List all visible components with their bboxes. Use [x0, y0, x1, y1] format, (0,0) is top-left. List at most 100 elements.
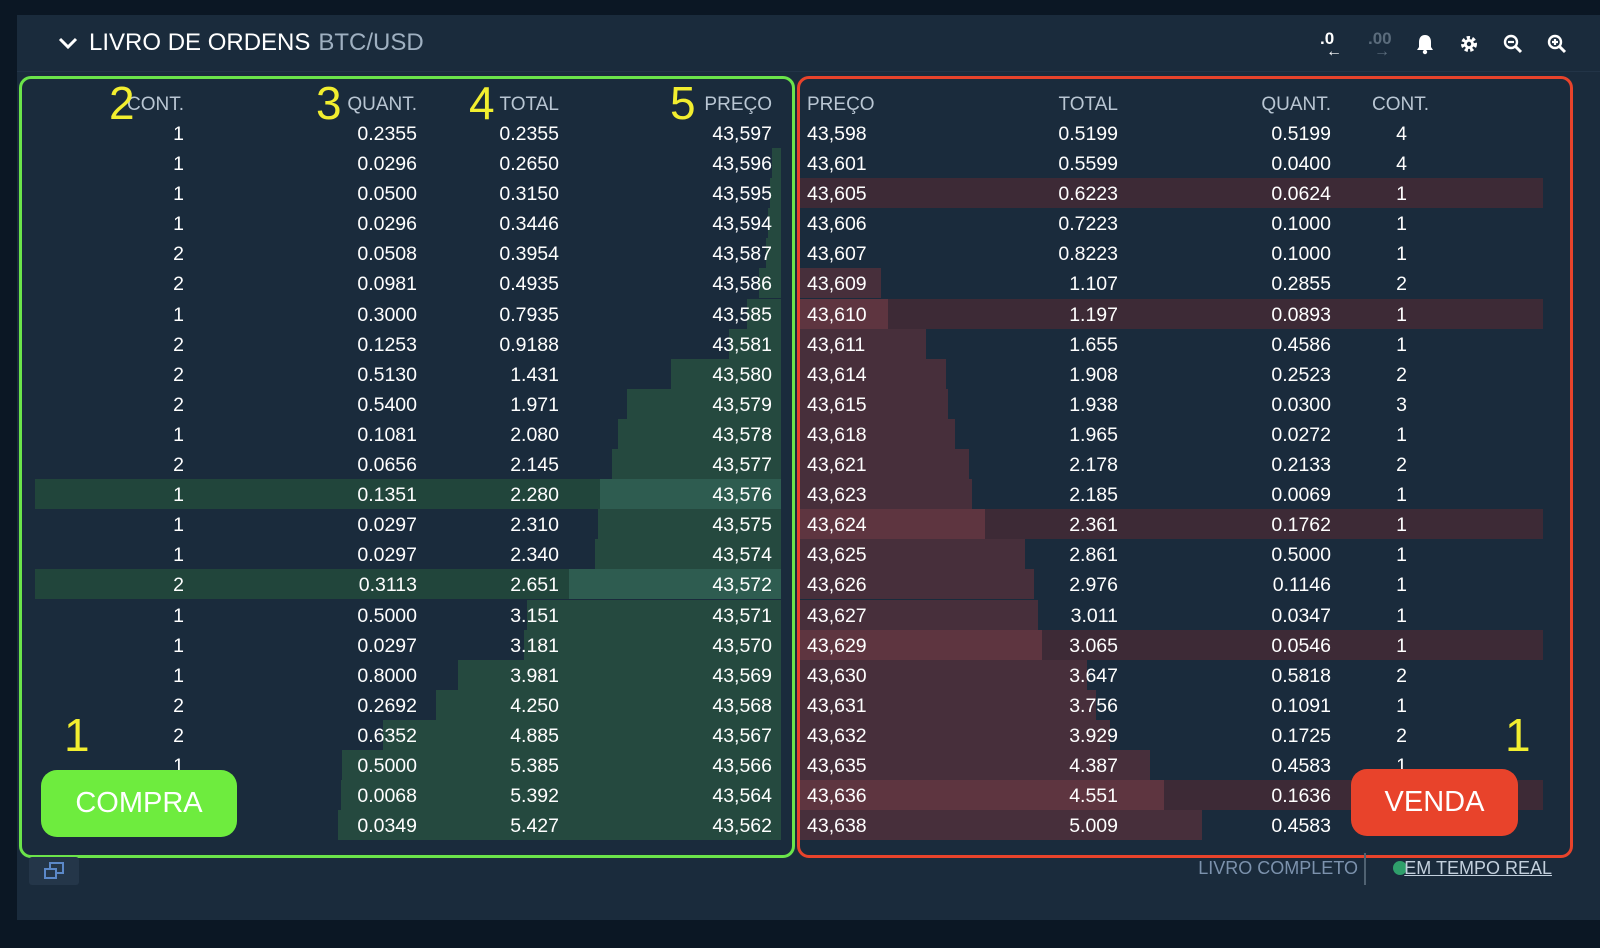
bid-row[interactable]: 2 0.6352 4.885 43,567	[35, 719, 781, 750]
bid-amount: 0.5000	[357, 604, 417, 627]
buy-button[interactable]: COMPRA	[41, 770, 237, 837]
ask-depth-bar	[799, 569, 1034, 600]
ask-depth-bar	[799, 479, 972, 510]
bell-icon[interactable]	[1412, 30, 1438, 58]
bid-row[interactable]: 2 0.2692 4.250 43,568	[35, 689, 781, 720]
bid-row[interactable]: 1 0.2355 0.2355 43,597	[35, 118, 781, 148]
bid-row[interactable]: 1 0.0297 2.340 43,574	[35, 539, 781, 570]
ask-price: 43,624	[807, 514, 867, 537]
asks-price-header[interactable]: PREÇO	[807, 94, 875, 115]
ask-row[interactable]: 43,606 0.7223 0.1000 1	[799, 208, 1543, 238]
ask-total: 0.6223	[1058, 183, 1118, 206]
popout-window-icon[interactable]	[29, 857, 79, 885]
bids-total-header[interactable]: TOTAL	[499, 94, 559, 115]
bid-depth-bar	[341, 780, 781, 811]
ask-row[interactable]: 43,627 3.011 0.0347 1	[799, 599, 1543, 630]
ask-row[interactable]: 43,635 4.387 0.4583 1	[799, 749, 1543, 780]
bid-total: 0.2650	[499, 153, 559, 176]
ask-count: 3	[1396, 393, 1407, 416]
bids-price-header[interactable]: PREÇO	[704, 94, 772, 115]
annotation-price-column: 5	[670, 77, 696, 129]
bid-row[interactable]: 1 0.0296 0.3446 43,594	[35, 208, 781, 239]
bid-price: 43,596	[712, 153, 772, 176]
bid-row[interactable]: 1 0.0500 0.3150 43,595	[35, 178, 781, 209]
ask-row[interactable]: 43,611 1.655 0.4586 1	[799, 328, 1543, 359]
bid-row[interactable]: 2 0.0981 0.4935 43,586	[35, 268, 781, 299]
chevron-down-icon[interactable]	[57, 32, 79, 54]
bid-amount: 0.1351	[357, 484, 417, 507]
ask-amount: 0.0400	[1271, 153, 1331, 176]
ask-row[interactable]: 43,638 5.009 0.4583	[799, 810, 1543, 841]
bids-table: CONT. QUANT. TOTAL PREÇO 1 0.2355 0.2355 43…	[35, 80, 781, 841]
bid-row[interactable]: 1 0.8000 3.981 43,569	[35, 659, 781, 690]
bids-count-header[interactable]: CONT.	[127, 94, 184, 115]
bid-row[interactable]: 2 0.0656 2.145 43,577	[35, 449, 781, 480]
bid-row[interactable]: 1 0.0296 0.2650 43,596	[35, 148, 781, 179]
bid-count: 2	[173, 363, 184, 386]
ask-price: 43,632	[807, 724, 867, 747]
ask-price: 43,627	[807, 604, 867, 627]
bid-price: 43,572	[712, 574, 772, 597]
ask-amount: 0.4583	[1271, 754, 1331, 777]
bid-row[interactable]: 1 0.5000 5.385 43,566	[35, 749, 781, 780]
ask-row[interactable]: 43,614 1.908 0.2523 2	[799, 358, 1543, 389]
ask-row-highlight	[799, 298, 1543, 329]
ask-row[interactable]: 43,605 0.6223 0.0624 1	[799, 178, 1543, 209]
bid-row[interactable]: 1 0.3000 0.7935 43,585	[35, 298, 781, 329]
bid-row[interactable]: 0.0068 5.392 43,564	[35, 780, 781, 811]
ask-amount: 0.0347	[1271, 604, 1331, 627]
ask-row[interactable]: 43,621 2.178 0.2133 2	[799, 449, 1543, 480]
ask-price: 43,618	[807, 423, 867, 446]
ask-row[interactable]: 43,610 1.197 0.0893 1	[799, 298, 1543, 329]
bid-row[interactable]: 1 0.1351 2.280 43,576	[35, 479, 781, 510]
bid-row[interactable]: 0.0349 5.427 43,562	[35, 810, 781, 841]
ask-depth-bar	[799, 388, 948, 419]
bid-row[interactable]: 2 0.1253 0.9188 43,581	[35, 328, 781, 359]
sell-button[interactable]: VENDA	[1351, 769, 1518, 836]
order-book-title[interactable]: LIVRO DE ORDENS BTC/USD	[57, 29, 424, 57]
bids-amount-header[interactable]: QUANT.	[347, 94, 417, 115]
bid-price: 43,574	[712, 544, 772, 567]
bid-total: 3.151	[510, 604, 559, 627]
ask-price: 43,625	[807, 544, 867, 567]
asks-total-header[interactable]: TOTAL	[1058, 94, 1118, 115]
ask-row[interactable]: 43,601 0.5599 0.0400 4	[799, 148, 1543, 178]
ask-row[interactable]: 43,623 2.185 0.0069 1	[799, 479, 1543, 510]
ask-amount: 0.0300	[1271, 393, 1331, 416]
bid-row[interactable]: 1 0.1081 2.080 43,578	[35, 418, 781, 449]
bid-row[interactable]: 2 0.5400 1.971 43,579	[35, 388, 781, 419]
ask-row[interactable]: 43,631 3.756 0.1091 1	[799, 689, 1543, 720]
ask-row[interactable]: 43,632 3.929 0.1725 2	[799, 719, 1543, 750]
realtime-link[interactable]: EM TEMPO REAL	[1404, 858, 1552, 878]
asks-amount-header[interactable]: QUANT.	[1261, 94, 1331, 115]
ask-total: 0.7223	[1058, 213, 1118, 236]
bid-row[interactable]: 2 0.5130 1.431 43,580	[35, 358, 781, 389]
ask-price: 43,609	[807, 273, 867, 296]
bid-row[interactable]: 1 0.5000 3.151 43,571	[35, 599, 781, 630]
bid-price: 43,581	[712, 333, 772, 356]
full-book-link[interactable]: LIVRO COMPLETO	[1198, 858, 1358, 878]
ask-row[interactable]: 43,626 2.976 0.1146 1	[799, 569, 1543, 600]
ask-row[interactable]: 43,630 3.647 0.5818 2	[799, 659, 1543, 690]
ask-row[interactable]: 43,629 3.065 0.0546 1	[799, 629, 1543, 660]
asks-count-header[interactable]: CONT.	[1372, 94, 1429, 115]
ask-row[interactable]: 43,618 1.965 0.0272 1	[799, 418, 1543, 449]
ask-depth-bar	[799, 539, 1025, 570]
ask-row[interactable]: 43,615 1.938 0.0300 3	[799, 388, 1543, 419]
bid-row[interactable]: 1 0.0297 3.181 43,570	[35, 629, 781, 660]
bid-row[interactable]: 2 0.0508 0.3954 43,587	[35, 238, 781, 269]
ask-row[interactable]: 43,598 0.5199 0.5199 4	[799, 118, 1543, 148]
increase-precision-icon[interactable]: .00 →	[1368, 29, 1392, 60]
bid-row[interactable]: 1 0.0297 2.310 43,575	[35, 509, 781, 540]
bid-count: 2	[173, 694, 184, 717]
ask-row[interactable]: 43,624 2.361 0.1762 1	[799, 509, 1543, 540]
gear-icon[interactable]	[1456, 30, 1482, 58]
ask-row[interactable]: 43,607 0.8223 0.1000 1	[799, 238, 1543, 268]
ask-row[interactable]: 43,625 2.861 0.5000 1	[799, 539, 1543, 570]
zoom-in-icon[interactable]	[1544, 30, 1570, 58]
ask-row[interactable]: 43,609 1.107 0.2855 2	[799, 268, 1543, 299]
decrease-precision-icon[interactable]: .0 ←	[1320, 29, 1342, 60]
zoom-out-icon[interactable]	[1500, 30, 1526, 58]
bid-row[interactable]: 2 0.3113 2.651 43,572	[35, 569, 781, 600]
ask-amount: 0.4583	[1271, 815, 1331, 838]
